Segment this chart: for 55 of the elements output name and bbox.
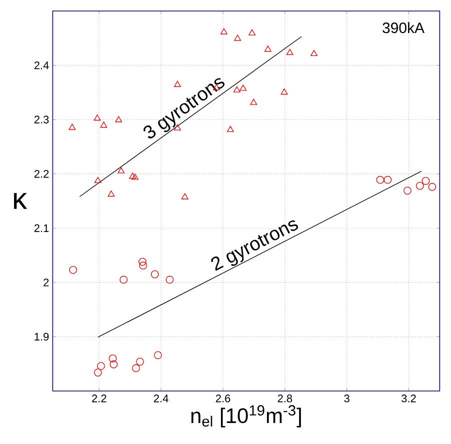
- point: [150, 270, 159, 278]
- x-tick-label: 2.2: [92, 394, 106, 402]
- point: [110, 360, 118, 368]
- y-tick-label: 2: [44, 278, 49, 286]
- point: [220, 28, 228, 34]
- point: [248, 29, 256, 36]
- point: [68, 124, 76, 130]
- point: [108, 190, 115, 197]
- point: [280, 88, 288, 95]
- point: [264, 46, 272, 52]
- point: [132, 364, 140, 372]
- point: [97, 362, 105, 370]
- point: [376, 176, 384, 184]
- x-tick-label: 2.4: [154, 394, 168, 402]
- annotation: 390kA: [382, 22, 425, 34]
- point: [422, 176, 430, 185]
- y-tick-label: 1.9: [34, 332, 49, 341]
- point: [129, 172, 136, 179]
- point: [139, 262, 148, 270]
- point: [181, 193, 188, 200]
- point: [240, 84, 247, 91]
- point: [120, 276, 128, 284]
- point: [166, 276, 174, 284]
- point: [250, 98, 258, 105]
- y-axis-title: κ: [14, 193, 28, 209]
- point: [115, 116, 122, 122]
- point: [108, 354, 117, 362]
- y-tick-label: 2.1: [34, 224, 49, 232]
- point: [94, 176, 102, 184]
- x-axis-title: n$_{el}$ [10$^{19}$m$^{-3}$]: [191, 405, 301, 428]
- y-tick-label: 2.4: [34, 61, 49, 70]
- point: [118, 167, 125, 174]
- point: [94, 114, 101, 121]
- y-tick-label: 2.2: [34, 170, 49, 178]
- point: [416, 182, 424, 190]
- point: [286, 48, 294, 55]
- point: [138, 258, 146, 266]
- x-tick-label: 2.8: [278, 394, 292, 402]
- x-tick-label: 3.2: [402, 394, 416, 402]
- point: [94, 368, 102, 376]
- point: [69, 266, 78, 274]
- x-tick-label: 2.6: [216, 394, 230, 402]
- point: [233, 86, 240, 92]
- y-tick-label: 2.3: [34, 116, 49, 124]
- point: [310, 50, 318, 56]
- point: [132, 174, 139, 180]
- point: [384, 176, 392, 184]
- point: [428, 182, 436, 191]
- point: [404, 186, 412, 195]
- point: [226, 126, 234, 132]
- point: [154, 351, 162, 360]
- point: [136, 358, 144, 366]
- point: [234, 34, 241, 41]
- x-tick-label: 3: [344, 394, 350, 402]
- point: [100, 122, 108, 128]
